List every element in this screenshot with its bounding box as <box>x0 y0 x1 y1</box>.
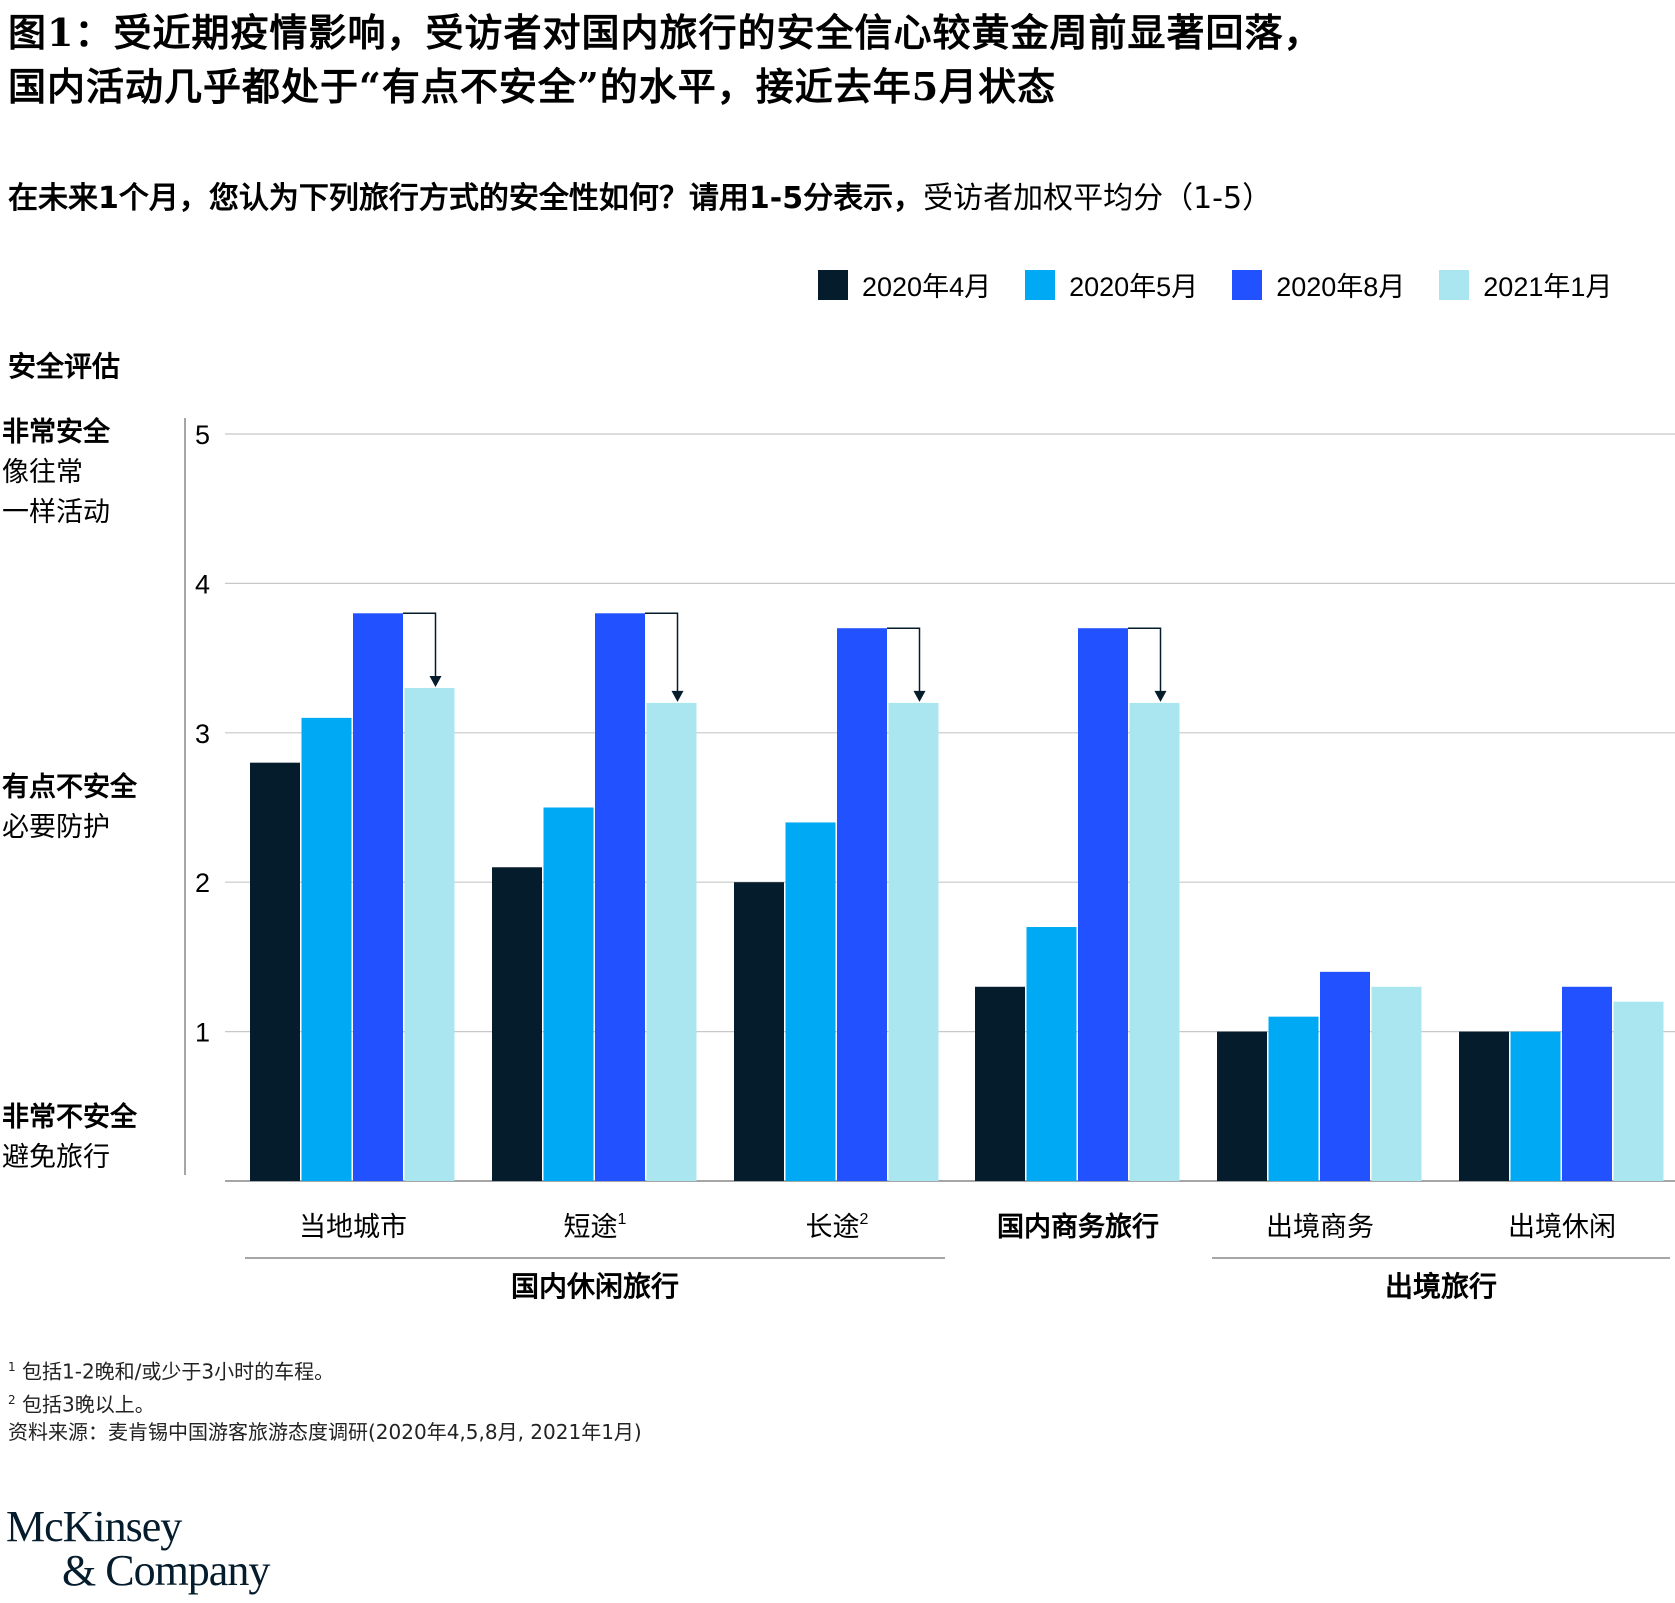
legend-label: 2021年1月 <box>1483 272 1613 302</box>
bar <box>1510 1031 1561 1181</box>
legend-swatch <box>818 269 848 300</box>
rating-level-very-safe: 非常安全 像往常 一样活动 <box>2 413 110 533</box>
bar <box>353 613 403 1181</box>
rating-level-very-unsafe: 非常不安全 避免旅行 <box>2 1098 137 1178</box>
bar <box>250 762 300 1181</box>
footnote-mark: 1 <box>8 1360 16 1374</box>
bar <box>1129 702 1180 1181</box>
rating-level-strong: 有点不安全 <box>2 772 137 803</box>
subtitle-measure: 受访者加权平均分（1-5） <box>923 181 1273 216</box>
rating-level-desc: 一样活动 <box>2 497 110 528</box>
legend-item: 2020年8月 <box>1232 265 1405 304</box>
y-tick-label: 3 <box>195 719 210 749</box>
decline-arrowhead <box>429 675 442 687</box>
bar <box>734 882 784 1181</box>
rating-level-strong: 非常不安全 <box>2 1102 137 1133</box>
category-label: 长途2 <box>806 1211 869 1242</box>
footnotes: 1 包括1-2晚和/或少于3小时的车程。 2 包括3晚以上。 资料来源：麦肯锡中… <box>8 1353 642 1446</box>
rating-level-desc: 必要防护 <box>2 812 110 843</box>
legend-swatch <box>1025 269 1056 300</box>
bar <box>837 628 887 1181</box>
legend-label: 2020年4月 <box>862 272 992 302</box>
subtitle-question: 在未来1个月，您认为下列旅行方式的安全性如何？请用1-5分表示， <box>8 181 924 216</box>
y-tick-label: 4 <box>195 569 210 599</box>
decline-arrow <box>1128 627 1162 693</box>
legend-item: 2021年1月 <box>1439 265 1612 304</box>
rating-level-desc: 避免旅行 <box>2 1142 110 1173</box>
decline-arrow <box>645 612 679 693</box>
decline-arrow <box>887 627 921 693</box>
bar <box>1268 1016 1319 1181</box>
category-label: 短途1 <box>564 1211 627 1242</box>
legend-swatch <box>1232 269 1263 300</box>
bar <box>1613 1001 1664 1181</box>
chart-title: 图1：受近期疫情影响，受访者对国内旅行的安全信心较黄金周前显著回落， 国内活动几… <box>8 6 1648 114</box>
rating-level-desc: 像往常 <box>2 457 83 488</box>
bar <box>492 867 542 1181</box>
group-label: 国内休闲旅行 <box>511 1270 679 1302</box>
title-line-2: 国内活动几乎都处于“有点不安全”的水平，接近去年5月状态 <box>8 64 1057 109</box>
category-label: 当地城市 <box>299 1212 407 1242</box>
bar <box>888 702 939 1181</box>
bar <box>1562 986 1612 1181</box>
footnote-text: 包括3晚以上。 <box>22 1392 155 1417</box>
y-tick-label: 5 <box>195 420 210 450</box>
legend: 2020年4月 2020年5月 2020年8月 2021年1月 <box>818 265 1612 304</box>
legend-swatch <box>1439 269 1470 300</box>
bar <box>1217 1031 1267 1181</box>
bar <box>1320 971 1370 1181</box>
title-line-1: 图1：受近期疫情影响，受访者对国内旅行的安全信心较黄金周前显著回落， <box>8 10 1323 55</box>
footnote: 1 包括1-2晚和/或少于3小时的车程。 <box>8 1353 642 1386</box>
category-label: 国内商务旅行 <box>997 1211 1159 1242</box>
source-note: 资料来源：麦肯锡中国游客旅游态度调研(2020年4,5,8月, 2021年1月) <box>8 1420 642 1445</box>
rating-level-strong: 非常安全 <box>2 417 110 448</box>
bar <box>1459 1031 1509 1181</box>
category-label: 出境休闲 <box>1508 1212 1616 1242</box>
company-logo: McKinsey & Company <box>6 1502 270 1595</box>
rating-axis-title: 安全评估 <box>8 350 121 383</box>
legend-item: 2020年4月 <box>818 265 991 304</box>
footnote: 2 包括3晚以上。 <box>8 1386 642 1419</box>
rating-level-somewhat-unsafe: 有点不安全 必要防护 <box>2 768 137 848</box>
category-superscript: 2 <box>860 1211 869 1228</box>
legend-item: 2020年5月 <box>1025 265 1198 304</box>
y-tick-label: 1 <box>195 1018 210 1048</box>
logo-line-1: McKinsey <box>6 1502 182 1551</box>
bar <box>646 702 697 1181</box>
bar <box>595 613 645 1181</box>
category-superscript: 1 <box>618 1211 627 1228</box>
footnote-text: 包括1-2晚和/或少于3小时的车程。 <box>22 1359 335 1384</box>
decline-arrowhead <box>1154 690 1167 702</box>
bar <box>404 687 455 1181</box>
bar <box>1371 986 1422 1181</box>
bar <box>975 986 1025 1181</box>
bar <box>301 717 352 1181</box>
bar <box>543 807 594 1181</box>
y-tick-label: 2 <box>195 868 210 898</box>
legend-label: 2020年8月 <box>1276 272 1406 302</box>
category-label: 出境商务 <box>1266 1212 1374 1242</box>
decline-arrow <box>403 612 437 678</box>
decline-arrowhead <box>671 690 684 702</box>
footnote-mark: 2 <box>8 1392 16 1407</box>
legend-label: 2020年5月 <box>1069 272 1199 302</box>
chart-subtitle: 在未来1个月，您认为下列旅行方式的安全性如何？请用1-5分表示，受访者加权平均分… <box>8 173 1272 217</box>
bar <box>785 822 836 1181</box>
group-label: 出境旅行 <box>1385 1270 1497 1302</box>
bar <box>1026 927 1077 1181</box>
bar <box>1078 628 1128 1181</box>
decline-arrowhead <box>913 690 926 702</box>
logo-line-2: & Company <box>62 1546 270 1595</box>
